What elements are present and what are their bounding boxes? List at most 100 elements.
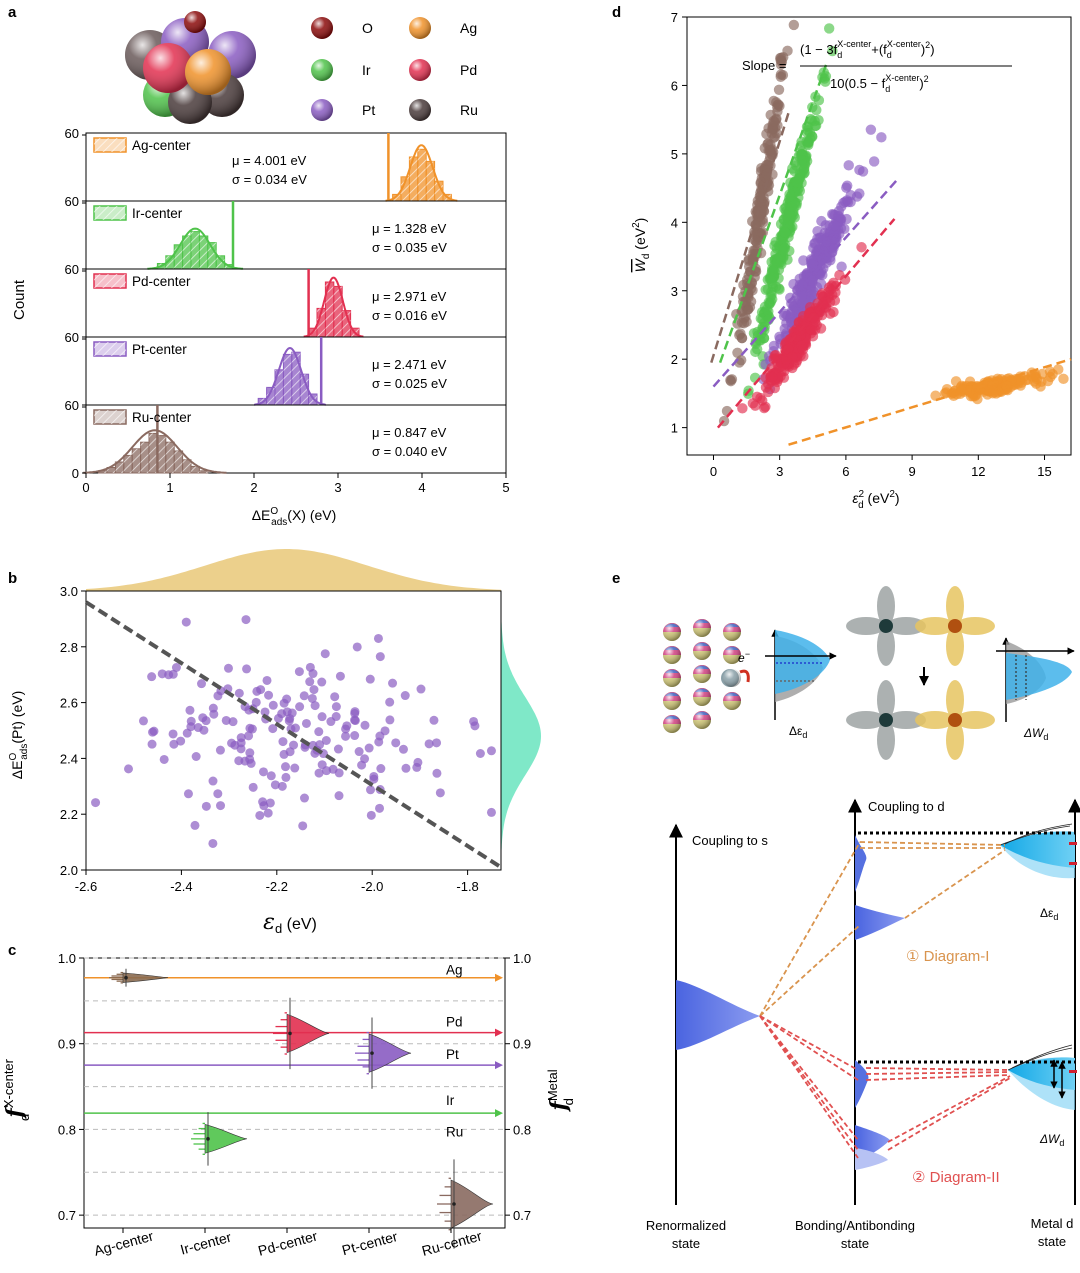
metal-label-ag: Ag [446, 963, 463, 978]
atom-sphere [721, 669, 741, 687]
x-tick-label: 2 [250, 480, 257, 495]
scatter-point [868, 156, 880, 167]
scatter-point [299, 793, 309, 803]
scatter-point [260, 707, 270, 717]
scatter-point [843, 160, 854, 171]
x-tick-label: 9 [908, 464, 915, 479]
scatter-point [183, 789, 193, 799]
distribution-ir-center [191, 1112, 248, 1166]
scatter-point [401, 763, 411, 773]
legend-pt-label: Pt [362, 102, 375, 118]
y-tick-label: 2 [671, 352, 678, 367]
scatter-point [176, 736, 186, 746]
scatter-point [315, 740, 325, 750]
scatter-point [268, 700, 278, 710]
scatter-point [375, 803, 385, 813]
scatter-point [138, 716, 148, 726]
y-tick-label-right: 0.7 [513, 1208, 531, 1223]
distribution-ru-center [437, 1159, 494, 1249]
cluster-ir [742, 23, 838, 399]
scatter-point [802, 124, 814, 136]
x-tick-label: -2.4 [170, 879, 192, 894]
scatter-point [775, 361, 787, 373]
orbital-nucleus [948, 713, 962, 727]
d-orbital [915, 680, 995, 760]
category-label: Ag-center [92, 1228, 155, 1259]
x-tick-label: 1 [166, 480, 173, 495]
fit-line [84, 600, 503, 869]
scatter-point [773, 84, 785, 96]
scatter-point [185, 705, 195, 715]
histogram-pd-center: Pd-center μ = 2.971 eV σ = 0.016 eV 60 [65, 262, 507, 338]
legend-ir-label: Ir [362, 62, 371, 78]
gaussian-fit-curve [83, 429, 227, 474]
y-tick-label: 60 [65, 194, 79, 209]
scatter-point [788, 278, 799, 290]
scatter-point [350, 716, 360, 726]
category-label: Ir-center [178, 1229, 233, 1258]
atom-sphere [693, 665, 711, 683]
scatter-point [354, 747, 364, 757]
scatter-point [808, 312, 819, 323]
scatter-point [806, 290, 817, 302]
metal-d-label-2: state [1038, 1234, 1066, 1249]
scatter-point [236, 733, 246, 743]
scatter-point [767, 123, 778, 134]
violin-shape [204, 1124, 248, 1154]
scatter-point [765, 291, 776, 303]
scatter-point [234, 688, 244, 698]
orbital-nucleus [948, 619, 962, 633]
atom-grid-illustration [663, 619, 741, 733]
x-tick-label: 0 [82, 480, 89, 495]
y-tick-label-left: 0.9 [58, 1037, 76, 1052]
y-tick-label: 3.0 [60, 584, 78, 599]
panel-b-xlabel: εd (eV) [263, 910, 317, 936]
mean-marker [288, 1031, 292, 1036]
cluster-pd [737, 242, 867, 414]
scatter-point [309, 685, 319, 695]
scatter-point [412, 762, 422, 772]
scatter-point [416, 684, 426, 694]
scatter-point [350, 731, 360, 741]
scatter-point [373, 633, 383, 643]
scatter-point [360, 754, 370, 764]
atom-sphere [693, 688, 711, 706]
y-tick-label-left: 1.0 [58, 951, 76, 966]
scatter-point [822, 236, 833, 247]
histogram-frame [85, 404, 507, 474]
scatter-point [277, 781, 287, 791]
scatter-point [1036, 376, 1047, 387]
d-orbital [846, 680, 926, 760]
scatter-point [775, 54, 786, 66]
scatter-point [734, 329, 745, 341]
scatter-point [221, 715, 231, 725]
scatter-point [834, 269, 845, 281]
scatter-point [725, 375, 737, 387]
scatter-point [876, 132, 887, 143]
fit-line-ir [718, 64, 828, 364]
x-tick-label: -2.2 [266, 879, 288, 894]
scatter-point [360, 720, 370, 730]
scatter-point [244, 731, 254, 741]
scatter-point [247, 724, 257, 734]
scatter-point [352, 642, 362, 652]
scatter-point [767, 371, 778, 383]
scatter-point [298, 821, 308, 831]
scatter-point [331, 702, 341, 712]
scatter-point [342, 721, 352, 731]
svg-text:Slope =: Slope = [742, 58, 786, 73]
scatter-point [400, 691, 410, 701]
delta-eps2-label: Δεd [1040, 906, 1058, 922]
scatter-point [149, 726, 159, 736]
metal-label-pd: Pd [446, 1015, 463, 1030]
scatter-point [369, 774, 379, 784]
scatter-point [330, 692, 340, 702]
x-tick-label: 3 [776, 464, 783, 479]
scatter-point [228, 717, 238, 727]
x-tick-label: 6 [842, 464, 849, 479]
scatter-point [475, 748, 485, 758]
fit-line-pt [712, 176, 900, 388]
legend-label: Ir-center [132, 206, 183, 221]
scatter-point [388, 678, 398, 688]
panel-c-ylabel-right: fMetald [545, 1069, 576, 1112]
